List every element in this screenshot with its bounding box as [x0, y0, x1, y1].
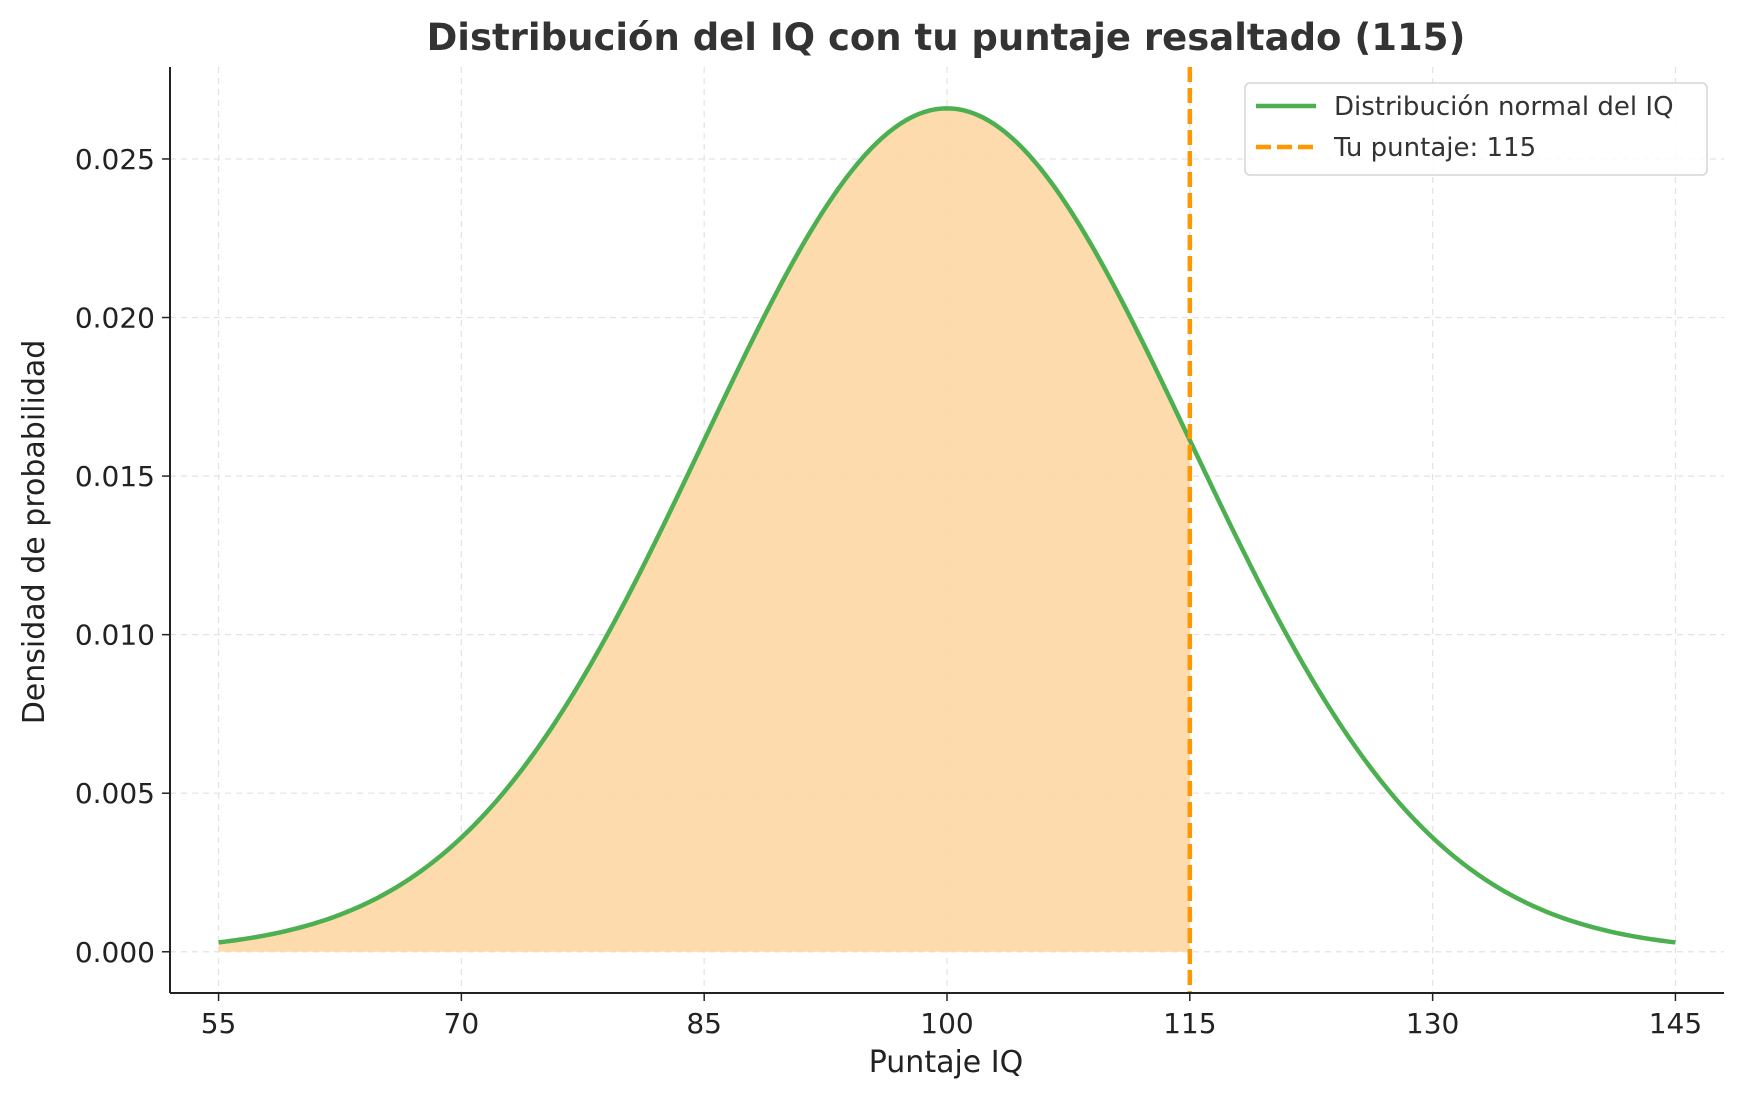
y-tick-label: 0.010 — [75, 619, 155, 652]
x-tick-label: 55 — [201, 1007, 237, 1040]
x-tick-label: 130 — [1406, 1007, 1459, 1040]
normal-distribution-line — [218, 106, 1676, 945]
x-tick-label: 85 — [686, 1007, 722, 1040]
chart-title: Distribución del IQ con tu puntaje resal… — [427, 16, 1466, 59]
y-tick-label: 0.000 — [75, 936, 155, 969]
y-tick-label: 0.025 — [75, 143, 155, 176]
x-axis-label: Puntaje IQ — [869, 1045, 1024, 1080]
x-tick-label: 100 — [920, 1007, 973, 1040]
legend-label-your-score: Tu puntaje: 115 — [1333, 133, 1536, 163]
series-lines — [218, 67, 1676, 993]
legend-frame — [1244, 82, 1708, 176]
x-tick-label: 70 — [444, 1007, 480, 1040]
x-tick-label: 115 — [1163, 1007, 1216, 1040]
tick-labels: 55 70 85 100 115 130 145 0.000 0.005 0.010 0.015 0.… — [75, 143, 1702, 1040]
legend-label-normal-distribution: Distribución normal del IQ — [1334, 92, 1674, 122]
y-axis-label: Densidad de probabilidad — [17, 340, 52, 725]
shaded-area — [218, 108, 1190, 952]
y-tick-label: 0.015 — [75, 460, 155, 493]
x-tick-label: 145 — [1649, 1007, 1702, 1040]
y-tick-label: 0.020 — [75, 302, 155, 335]
area-below-score — [218, 108, 1190, 952]
legend: Distribución normal del IQ Tu puntaje: 1… — [1244, 82, 1708, 176]
y-tick-label: 0.005 — [75, 777, 155, 810]
